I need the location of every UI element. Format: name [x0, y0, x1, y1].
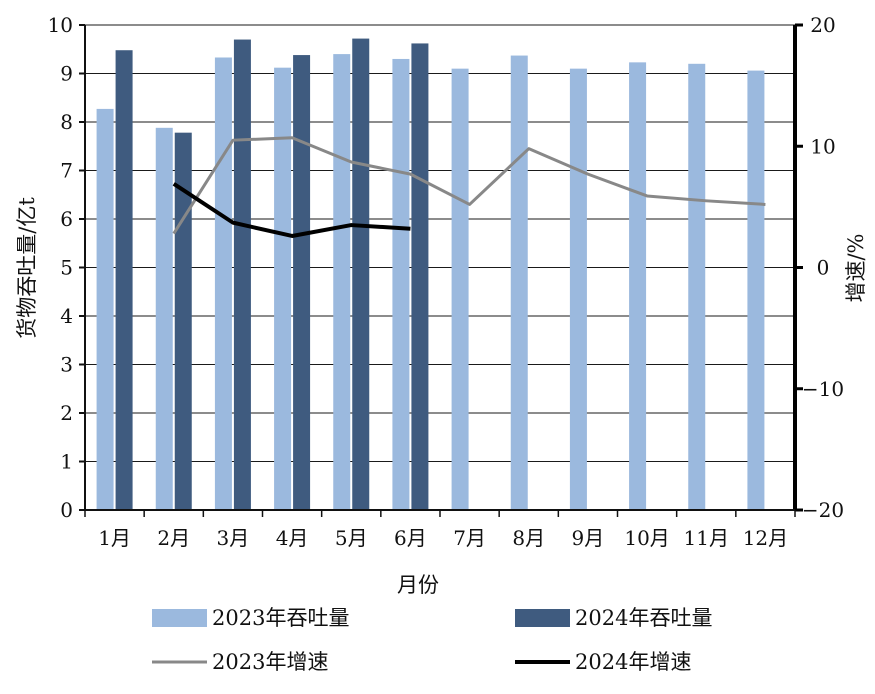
- x-tick-label: 5月: [335, 526, 368, 550]
- legend-swatch-2023-throughput: [152, 609, 207, 627]
- legend-label-2023-growth: 2023年增速: [212, 650, 328, 674]
- x-tick-label: 4月: [276, 526, 309, 550]
- left-y-tick-label: 9: [60, 62, 73, 86]
- left-y-tick-label: 2: [60, 401, 73, 425]
- line-2023年增速: [172, 136, 766, 235]
- bar-2023年吞吐量-5月: [333, 54, 351, 510]
- left-y-tick-label: 7: [60, 159, 73, 183]
- right-y-tick-label: 0: [817, 256, 830, 280]
- x-axis-title: 月份: [397, 573, 439, 597]
- grid-lines: [85, 24, 795, 462]
- left-y-tick-label: 10: [48, 13, 73, 37]
- bar-marks: [96, 38, 765, 511]
- x-tick-label: 9月: [572, 526, 605, 550]
- right-y-tick-labels: −20 −10 0 10 20: [802, 13, 844, 522]
- bar-2023年吞吐量-10月: [629, 62, 647, 510]
- legend: 2023年吞吐量 2024年吞吐量 2023年增速 2024年增速: [152, 606, 712, 674]
- right-y-tick-label: 10: [810, 134, 835, 158]
- bar-2023年吞吐量-7月: [451, 68, 469, 511]
- right-y-tick-label: −10: [802, 377, 844, 401]
- x-tick-label: 11月: [684, 526, 729, 550]
- bar-2023年吞吐量-9月: [569, 68, 587, 511]
- x-tick-label: 2月: [157, 526, 190, 550]
- legend-label-2024-throughput: 2024年吞吐量: [575, 606, 712, 630]
- left-y-tick-labels: 0 1 2 3 4 5 6 7 8 9 10: [48, 13, 73, 522]
- bar-2024年吞吐量-3月: [233, 39, 251, 511]
- bar-2024年吞吐量-5月: [352, 38, 370, 511]
- legend-label-2023-throughput: 2023年吞吐量: [212, 606, 349, 630]
- left-y-tick-label: 8: [60, 110, 73, 134]
- left-y-tick-label: 5: [60, 256, 73, 280]
- right-y-tick-label: −20: [802, 498, 844, 522]
- bar-2023年吞吐量-8月: [510, 55, 528, 511]
- right-y-axis-title: 增速/%: [844, 233, 868, 302]
- bar-2024年吞吐量-4月: [293, 55, 311, 510]
- bar-2023年吞吐量-12月: [747, 70, 765, 510]
- bar-2023年吞吐量-11月: [688, 63, 706, 511]
- bar-2024年吞吐量-6月: [411, 43, 429, 511]
- x-tick-label: 1月: [98, 526, 131, 550]
- x-tick-label: 3月: [217, 526, 250, 550]
- legend-swatch-2024-throughput: [515, 609, 570, 627]
- x-tick-label: 12月: [743, 526, 788, 550]
- x-tick-label: 7月: [453, 526, 486, 550]
- line-marks: [172, 136, 766, 238]
- x-tick-label: 10月: [624, 526, 669, 550]
- left-y-tick-label: 1: [60, 450, 73, 474]
- right-y-tick-label: 20: [810, 13, 835, 37]
- left-y-axis-title: 货物吞吐量/亿t: [15, 197, 39, 339]
- x-tick-label: 8月: [512, 526, 545, 550]
- left-y-tick-label: 4: [60, 304, 73, 328]
- bar-2023年吞吐量-2月: [155, 127, 173, 510]
- left-y-tick-label: 0: [60, 498, 73, 522]
- left-y-tick-label: 6: [60, 207, 73, 231]
- axes: [79, 23, 803, 517]
- x-tick-label: 6月: [394, 526, 427, 550]
- x-tick-labels: 1月 2月 3月 4月 5月 6月 7月 8月 9月 10月 11月 12月: [98, 526, 788, 550]
- bar-2024年吞吐量-1月: [115, 50, 133, 510]
- bar-2023年吞吐量-1月: [96, 108, 114, 510]
- left-y-tick-label: 3: [60, 353, 73, 377]
- line-2024年增速: [172, 182, 411, 238]
- legend-label-2024-growth: 2024年增速: [575, 650, 691, 674]
- bar-2023年吞吐量-3月: [214, 57, 232, 511]
- bar-2023年吞吐量-6月: [392, 58, 410, 510]
- bar-2023年吞吐量-4月: [274, 67, 292, 511]
